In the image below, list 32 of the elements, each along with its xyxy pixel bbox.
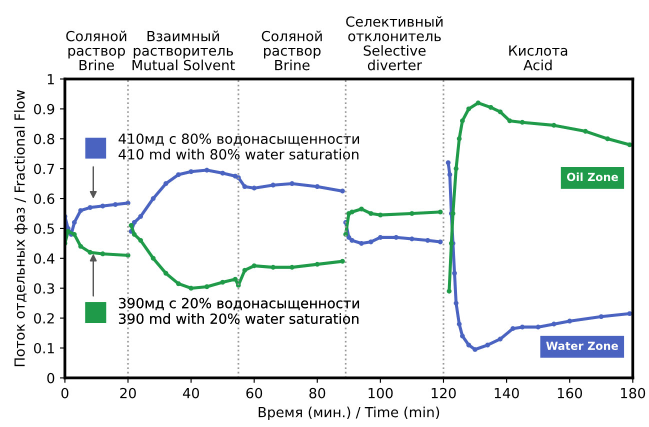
y-tick-label: 1	[48, 74, 54, 84]
x-tick-label: 140	[494, 388, 519, 398]
text: Кислота Acid	[509, 46, 568, 70]
y-tick-label: 0.7	[34, 164, 54, 174]
y-axis-title: Поток отдельных фаз / Fractional Flow	[14, 90, 28, 366]
text: Селективный отклонитель Selective diverter	[346, 16, 443, 70]
x-tick-label: 120	[432, 388, 456, 398]
y-tick-label: 0.9	[34, 104, 54, 114]
y-tick-label: 0	[47, 372, 54, 384]
x-tick-label: 20	[120, 388, 136, 398]
x-axis-title: Время (мин.) / Time (min)	[258, 406, 440, 420]
y-tick-label: 0.6	[34, 194, 54, 204]
x-tick-label: 80	[309, 388, 326, 398]
text: Взаимный растворитель Mutual Solvent	[132, 30, 235, 70]
y-tick-label: 0.3	[34, 283, 54, 294]
x-tick-label: 0	[61, 388, 68, 398]
y-tick-label: 0.2	[34, 313, 54, 324]
annotation: Water Zone	[546, 342, 618, 350]
x-tick-label: 100	[368, 388, 393, 398]
y-tick-label: 0.5	[34, 223, 54, 234]
text: Соляной раствор Brine	[66, 30, 126, 70]
x-tick-label: 40	[182, 388, 200, 398]
x-tick-label: 60	[246, 388, 262, 398]
y-tick-label: 0.1	[34, 342, 54, 354]
legend-label: 390мд с 20% водонасыщенности 390 md with 20% water saturation	[118, 298, 360, 324]
text: Соляной раствор Brine	[262, 30, 322, 70]
annotation: Oil Zone	[566, 172, 618, 182]
x-tick-label: 160	[558, 388, 582, 398]
x-tick-label: 180	[621, 388, 646, 398]
y-tick-label: 0.4	[34, 253, 54, 264]
y-tick-label: 0.8	[34, 134, 54, 144]
legend-label: 410мд с 80% водонасыщенности 410 md with 80% water saturation	[118, 133, 360, 160]
